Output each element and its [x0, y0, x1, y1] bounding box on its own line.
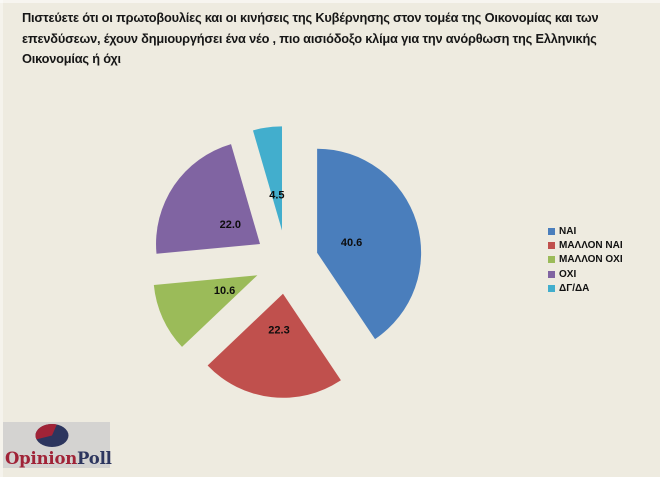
pie-value-label-nai: 40.6: [341, 237, 362, 249]
legend-label-mallon-oxi: ΜΑΛΛΟΝ ΟΧΙ: [559, 254, 623, 266]
legend-label-nai: ΝΑΙ: [559, 225, 577, 237]
opinionpoll-logo: OpinionPoll: [3, 422, 112, 468]
chart-title-line-1: Πιστεύετε ότι οι πρωτοβουλίες και οι κιν…: [22, 10, 599, 25]
pie-value-label-mallon-nai: 22.3: [268, 325, 289, 337]
legend-swatch-oxi: [548, 270, 555, 278]
chart-title-line-2: επενδύσεων, έχουν δημιουργήσει ένα νέο ,…: [22, 30, 597, 46]
pie-slice-mallon-nai: [207, 293, 341, 398]
pie-slice-nai: [317, 148, 422, 340]
pie-value-label-dg-da: 4.5: [269, 190, 284, 202]
pie-slice-dg-da: [252, 126, 282, 231]
legend-swatch-dg-da: [548, 285, 555, 293]
legend-swatch-mallon-oxi: [548, 256, 555, 264]
legend-label-oxi: ΟΧΙ: [559, 268, 577, 280]
legend-item-oxi: ΟΧΙ: [548, 267, 623, 281]
logo-text-poll: Poll: [77, 449, 112, 468]
legend-swatch-mallon-nai: [548, 242, 555, 250]
legend-label-dg-da: ΔΓ/ΔΑ: [559, 283, 590, 295]
legend-item-mallon-oxi: ΜΑΛΛΟΝ ΟΧΙ: [548, 253, 623, 267]
opinionpoll-wordmark: OpinionPoll: [5, 449, 112, 468]
pie-slice-mallon-oxi: [153, 275, 258, 347]
pie-value-label-oxi: 22.0: [220, 219, 241, 231]
pie-value-label-mallon-oxi: 10.6: [214, 285, 235, 297]
legend-item-dg-da: ΔΓ/ΔΑ: [548, 282, 623, 296]
pie-slice-oxi: [156, 144, 261, 254]
logo-text-opinion: Opinion: [5, 449, 78, 468]
pie-logo-icon: [35, 423, 69, 447]
legend-item-nai: ΝΑΙ: [548, 224, 623, 238]
legend: ΝΑΙ ΜΑΛΛΟΝ ΝΑΙ ΜΑΛΛΟΝ ΟΧΙ ΟΧΙ ΔΓ/ΔΑ: [548, 224, 623, 296]
legend-label-mallon-nai: ΜΑΛΛΟΝ ΝΑΙ: [559, 240, 623, 252]
legend-swatch-nai: [548, 227, 555, 235]
chart-title: Πιστεύετε ότι οι πρωτοβουλίες και οι κιν…: [22, 8, 652, 70]
chart-title-line-3: Οικονομίας ή όχι: [22, 51, 121, 67]
legend-item-mallon-nai: ΜΑΛΛΟΝ ΝΑΙ: [548, 238, 623, 252]
